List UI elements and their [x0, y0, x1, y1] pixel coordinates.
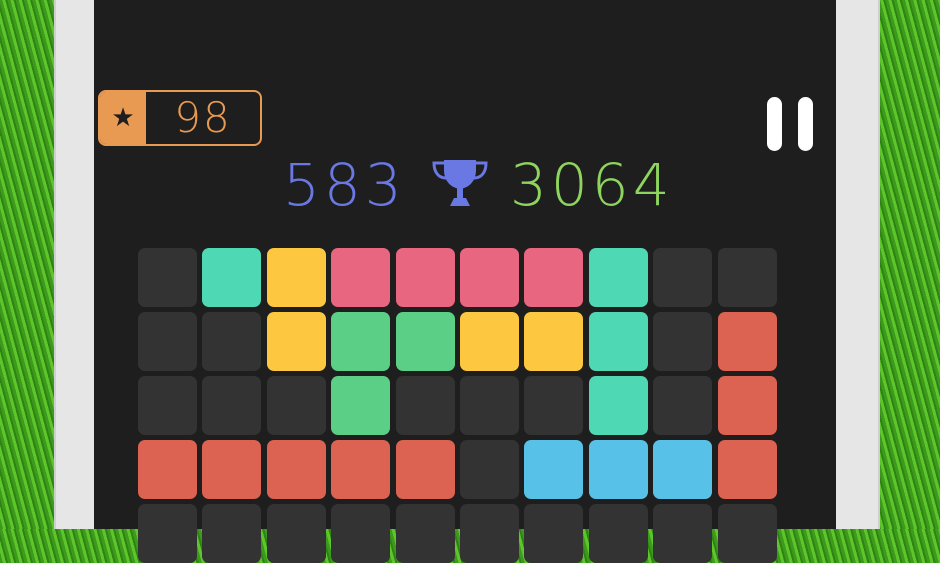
pink-block[interactable] — [395, 248, 455, 307]
empty-cell[interactable] — [266, 376, 326, 435]
empty-cell[interactable] — [717, 504, 777, 563]
empty-cell[interactable] — [717, 248, 777, 307]
empty-cell[interactable] — [460, 440, 519, 499]
pink-block[interactable] — [331, 248, 391, 307]
empty-cell[interactable] — [266, 504, 326, 563]
blue-block[interactable] — [588, 440, 648, 499]
yellow-block[interactable] — [460, 312, 519, 371]
empty-cell[interactable] — [202, 312, 262, 371]
pink-block[interactable] — [524, 248, 584, 307]
empty-cell[interactable] — [588, 504, 648, 563]
yellow-block[interactable] — [524, 312, 584, 371]
teal-block[interactable] — [588, 248, 648, 307]
red-block[interactable] — [266, 440, 326, 499]
red-block[interactable] — [202, 440, 262, 499]
empty-cell[interactable] — [138, 504, 197, 563]
empty-cell[interactable] — [653, 504, 713, 563]
empty-cell[interactable] — [331, 504, 391, 563]
empty-cell[interactable] — [460, 376, 519, 435]
blue-block[interactable] — [653, 440, 713, 499]
red-block[interactable] — [717, 440, 777, 499]
yellow-block[interactable] — [266, 248, 326, 307]
teal-block[interactable] — [588, 376, 648, 435]
empty-cell[interactable] — [395, 504, 455, 563]
empty-cell[interactable] — [138, 376, 197, 435]
red-block[interactable] — [331, 440, 391, 499]
trophy-icon — [432, 160, 488, 206]
red-block[interactable] — [395, 440, 455, 499]
score-bar: 583 3064 — [0, 150, 940, 220]
green-block[interactable] — [395, 312, 455, 371]
best-score: 3064 — [510, 151, 674, 219]
pause-icon-bar — [798, 97, 813, 151]
pause-button[interactable] — [767, 97, 815, 151]
star-icon: ★ — [100, 92, 146, 144]
empty-cell[interactable] — [460, 504, 519, 563]
red-block[interactable] — [717, 312, 777, 371]
empty-cell[interactable] — [653, 312, 713, 371]
empty-cell[interactable] — [524, 376, 584, 435]
empty-cell[interactable] — [202, 504, 262, 563]
empty-cell[interactable] — [653, 248, 713, 307]
teal-block[interactable] — [202, 248, 262, 307]
empty-cell[interactable] — [138, 312, 197, 371]
red-block[interactable] — [717, 376, 777, 435]
empty-cell[interactable] — [138, 248, 197, 307]
pause-icon — [767, 97, 782, 151]
star-count: 98 — [174, 93, 232, 142]
green-block[interactable] — [331, 312, 391, 371]
yellow-block[interactable] — [266, 312, 326, 371]
red-block[interactable] — [138, 440, 197, 499]
empty-cell[interactable] — [653, 376, 713, 435]
empty-cell[interactable] — [202, 376, 262, 435]
teal-block[interactable] — [588, 312, 648, 371]
pink-block[interactable] — [460, 248, 519, 307]
current-score: 583 — [283, 151, 406, 219]
empty-cell[interactable] — [524, 504, 584, 563]
green-block[interactable] — [331, 376, 391, 435]
empty-cell[interactable] — [395, 376, 455, 435]
blue-block[interactable] — [524, 440, 584, 499]
star-counter[interactable]: ★ 98 — [98, 90, 262, 146]
